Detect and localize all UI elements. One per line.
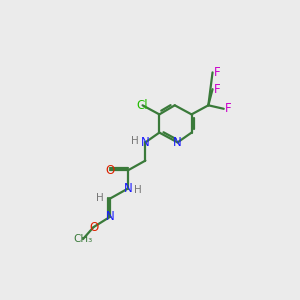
Text: Cl: Cl	[137, 99, 148, 112]
Text: N: N	[141, 136, 150, 149]
Text: F: F	[225, 102, 231, 115]
Text: F: F	[213, 66, 220, 79]
Text: O: O	[105, 164, 114, 177]
Text: N: N	[173, 136, 182, 149]
Text: F: F	[213, 83, 220, 96]
Text: H: H	[96, 194, 104, 203]
Text: CH₃: CH₃	[74, 234, 93, 244]
Text: N: N	[106, 210, 115, 223]
Text: H: H	[131, 136, 139, 146]
Text: O: O	[89, 220, 98, 234]
Text: H: H	[134, 185, 142, 195]
Text: N: N	[124, 182, 132, 195]
